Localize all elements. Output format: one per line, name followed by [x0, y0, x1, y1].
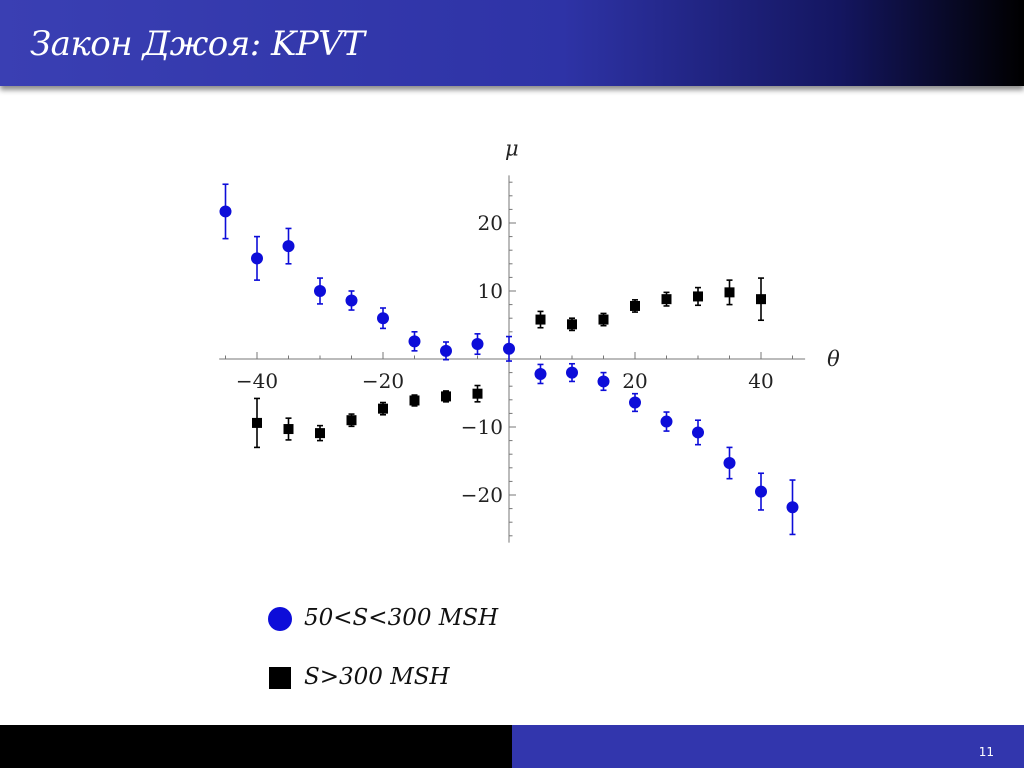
- data-point-circle: [251, 252, 263, 265]
- data-point-circle: [314, 285, 326, 297]
- data-point-circle: [534, 367, 547, 380]
- data-point-square: [693, 291, 703, 302]
- series-1: [219, 183, 799, 536]
- y-tick-label: 20: [478, 211, 503, 235]
- legend-label-series-1: 50<S<300 MSH: [304, 605, 499, 631]
- legend-circle-marker: [268, 607, 292, 631]
- chart-marks: [219, 183, 799, 536]
- data-point-square: [441, 391, 451, 402]
- data-point-square: [472, 388, 483, 399]
- y-tick-label: −20: [461, 483, 503, 507]
- legend-label-series-2: S>300 MSH: [304, 664, 450, 690]
- chart-axes: [219, 175, 806, 543]
- data-point-circle: [629, 396, 641, 409]
- data-point-circle: [566, 366, 578, 379]
- slide-header: Закон Джоя: KPVT: [0, 0, 1024, 86]
- data-point-circle: [597, 375, 610, 388]
- data-point-square: [756, 294, 766, 305]
- data-point-circle: [377, 312, 389, 325]
- data-point-square: [252, 417, 262, 428]
- slide-title: Закон Джоя: KPVT: [30, 24, 365, 64]
- data-point-circle: [660, 415, 673, 428]
- footer-right-bar: [512, 725, 1024, 768]
- data-point-circle: [723, 457, 736, 470]
- legend-square-marker: [269, 667, 291, 689]
- data-point-circle: [786, 501, 799, 514]
- data-point-square: [346, 415, 357, 426]
- y-axis-label: μ: [505, 136, 519, 160]
- series-2: [252, 277, 766, 449]
- data-point-circle: [503, 342, 515, 355]
- y-tick-label: −10: [461, 415, 503, 439]
- chart-legend: 50<S<300 MSH S>300 MSH: [268, 600, 528, 700]
- data-point-circle: [408, 335, 421, 348]
- page-number: 11: [978, 745, 994, 759]
- data-point-square: [598, 314, 609, 325]
- data-point-square: [315, 428, 325, 439]
- data-point-circle: [345, 294, 358, 307]
- data-point-circle: [692, 426, 704, 439]
- data-point-square: [567, 319, 577, 330]
- chart-ticks: −40 −20 20 40 −20 −10 10 20: [225, 181, 793, 537]
- data-point-circle: [219, 205, 232, 218]
- x-tick-label: −20: [362, 369, 404, 393]
- data-point-circle: [440, 344, 452, 357]
- data-point-square: [630, 300, 640, 311]
- footer-left-bar: [0, 725, 512, 768]
- x-tick-label: −40: [236, 369, 278, 393]
- x-axis-label: θ: [827, 347, 840, 371]
- legend-item-series-2: S>300 MSH: [268, 662, 528, 692]
- data-point-square: [661, 294, 672, 305]
- data-point-circle: [471, 338, 484, 351]
- x-tick-label: 20: [622, 369, 647, 393]
- data-point-square: [409, 395, 420, 406]
- data-point-circle: [755, 485, 767, 498]
- y-tick-label: 10: [478, 279, 503, 303]
- legend-item-series-1: 50<S<300 MSH: [268, 603, 528, 633]
- x-tick-label: 40: [748, 369, 773, 393]
- data-point-square: [378, 403, 388, 414]
- data-point-square: [283, 424, 294, 435]
- data-point-circle: [282, 240, 295, 253]
- data-point-square: [535, 314, 546, 325]
- data-point-square: [724, 287, 735, 298]
